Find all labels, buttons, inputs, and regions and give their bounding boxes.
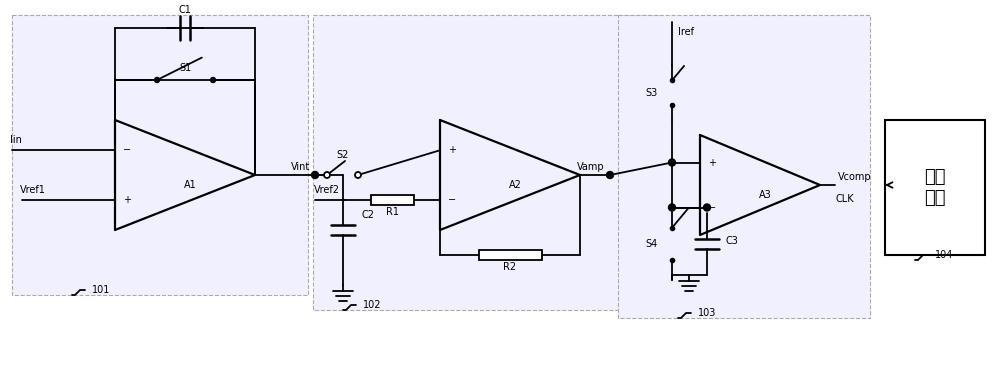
Text: C2: C2 — [361, 210, 374, 220]
Bar — [479, 250, 542, 260]
Text: 103: 103 — [698, 308, 716, 318]
Circle shape — [668, 159, 676, 166]
Text: S4: S4 — [646, 239, 658, 249]
Text: +: + — [448, 145, 456, 155]
Text: S3: S3 — [646, 87, 658, 98]
Text: C1: C1 — [179, 5, 191, 15]
Text: A3: A3 — [759, 190, 771, 200]
Text: 101: 101 — [92, 285, 110, 295]
Circle shape — [355, 172, 361, 178]
Text: +: + — [708, 157, 716, 167]
Bar — [618, 15, 870, 318]
Text: 计数
电路: 计数 电路 — [924, 168, 946, 207]
Circle shape — [606, 171, 614, 178]
Text: A1: A1 — [184, 180, 196, 190]
Text: 102: 102 — [363, 300, 382, 310]
Bar — [12, 15, 308, 295]
Text: Vcomp: Vcomp — [838, 172, 872, 182]
Text: R1: R1 — [386, 207, 399, 217]
Text: −: − — [123, 145, 131, 155]
Text: A2: A2 — [509, 180, 521, 190]
Text: −: − — [448, 195, 456, 205]
Circle shape — [210, 77, 216, 83]
Text: Iin: Iin — [10, 135, 22, 145]
Circle shape — [668, 204, 676, 211]
Circle shape — [312, 171, 318, 178]
Circle shape — [324, 172, 330, 178]
Text: R2: R2 — [503, 262, 517, 272]
Text: Vref1: Vref1 — [20, 185, 46, 195]
Bar — [371, 195, 414, 205]
Text: Vref2: Vref2 — [314, 185, 340, 195]
Text: +: + — [123, 195, 131, 205]
Bar — [313, 15, 660, 310]
Text: −: − — [708, 203, 716, 212]
Bar — [885, 120, 985, 255]
Text: CLK: CLK — [835, 195, 854, 204]
Text: 104: 104 — [935, 250, 953, 260]
Text: S2: S2 — [337, 150, 349, 160]
Text: C3: C3 — [725, 236, 738, 246]
Text: S1: S1 — [179, 63, 191, 73]
Text: Vamp: Vamp — [577, 162, 605, 172]
Text: Iref: Iref — [678, 27, 694, 37]
Circle shape — [704, 204, 710, 211]
Text: Vint: Vint — [291, 162, 310, 172]
Circle shape — [154, 77, 160, 83]
